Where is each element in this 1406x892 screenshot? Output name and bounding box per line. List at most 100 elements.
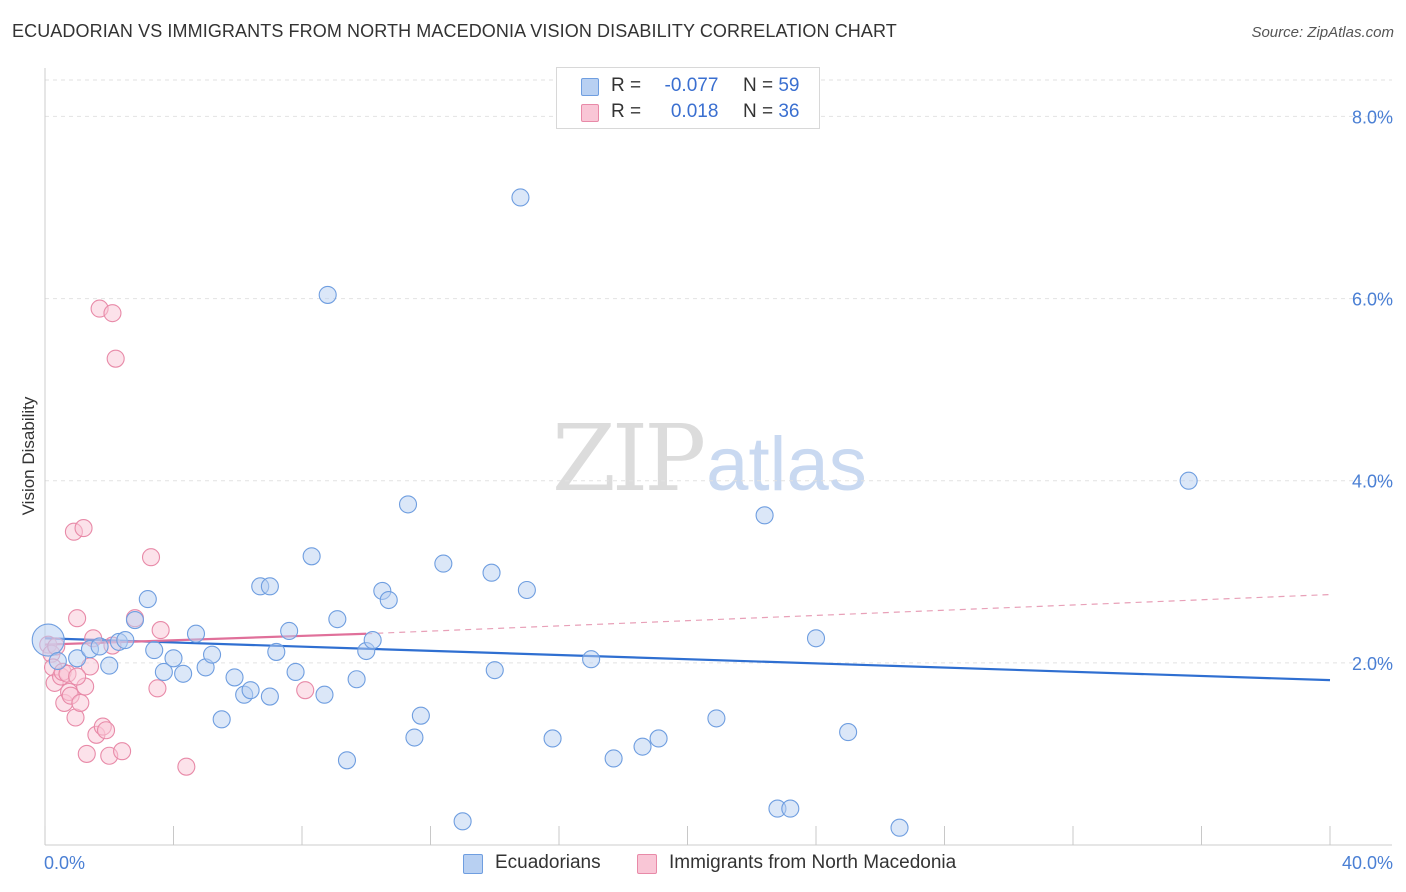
y-tick-label: 4.0%: [1352, 472, 1393, 492]
north-macedonia-point: [151, 621, 170, 640]
trend-lines: [44, 593, 1331, 682]
ecuadorian-point: [203, 645, 222, 664]
ecuadorian-point: [707, 709, 726, 728]
ecuadorian-point: [241, 681, 260, 700]
legend-r-label: R =: [611, 75, 642, 96]
ecuadorian-point: [31, 623, 65, 657]
north-macedonia-point: [103, 304, 122, 323]
ecuadorian-point: [485, 661, 504, 680]
series-legend: Ecuadorians Immigrants from North Macedo…: [0, 852, 1406, 878]
ecuadorian-point: [347, 670, 366, 689]
north-macedonia-point: [296, 681, 315, 700]
ecuadorian-point: [890, 818, 909, 837]
x-tick-label-max: 40.0%: [1342, 853, 1393, 873]
legend-n-value: 59: [778, 75, 800, 96]
y-tick-label: 2.0%: [1352, 654, 1393, 674]
ecuadorian-point: [145, 641, 164, 660]
ecuadorian-point: [280, 621, 299, 641]
ecuadorian-point: [318, 285, 337, 304]
ecuadorian-point: [286, 662, 305, 682]
ecuadorian-point: [411, 706, 430, 725]
ecuadorian-point: [511, 188, 530, 207]
legend-n-value: 36: [778, 101, 800, 122]
axes: [44, 68, 1392, 846]
series-legend-swatch-ecuadorians: [463, 854, 483, 874]
ecuadorian-point: [839, 723, 858, 742]
y-tick-label: 6.0%: [1352, 290, 1393, 310]
ecuadorian-point: [482, 563, 501, 582]
ecuadorian-point: [260, 687, 279, 706]
ecuadorian-point: [755, 506, 774, 525]
ecuadorian-point: [225, 668, 244, 687]
legend-n-label: N =: [742, 101, 774, 122]
ecuadorian-point: [337, 751, 357, 770]
chart-title: ECUADORIAN VS IMMIGRANTS FROM NORTH MACE…: [12, 21, 897, 41]
north-macedonia-point: [68, 667, 87, 686]
ecuadorian-point: [125, 611, 144, 630]
ecuadorian-point: [138, 590, 157, 609]
ecuadorian-point: [48, 651, 67, 671]
ecuadorian-point: [517, 580, 536, 600]
data-points: [31, 188, 1198, 837]
north-macedonia-point: [141, 548, 161, 567]
ecuadorian-point: [186, 624, 206, 643]
ecuadorian-point: [363, 631, 382, 650]
north-macedonia-point: [106, 349, 125, 368]
ecuadorian-point: [543, 729, 562, 748]
ecuadorian-point: [68, 649, 87, 668]
legend-r-label: R =: [611, 101, 642, 122]
ecuadorian-point: [302, 547, 321, 566]
ecuadorian-point: [633, 737, 652, 756]
north-macedonia-point: [77, 744, 96, 763]
legend-swatch-ecuadorians: [581, 78, 599, 96]
ecuadorian-point: [405, 728, 424, 747]
legend-r-value: -0.077: [664, 75, 719, 96]
ecuadorian-point: [649, 729, 668, 748]
north-macedonia-point: [96, 721, 116, 740]
ecuadorian-point: [781, 799, 800, 818]
ecuadorian-point: [267, 642, 286, 661]
legend-n-label: N =: [742, 75, 774, 96]
ecuadorian-point: [328, 610, 347, 629]
north-macedonia-point: [71, 693, 90, 712]
source-credit[interactable]: Source: ZipAtlas.com: [1251, 24, 1394, 41]
x-tick-label-min: 0.0%: [44, 853, 85, 873]
north-macedonia-point: [74, 519, 93, 538]
series-legend-label-ecuadorians: Ecuadorians: [495, 852, 601, 873]
legend-r-value: 0.018: [670, 101, 719, 122]
north-macedonia-point: [113, 742, 132, 761]
ecuadorian-point: [582, 650, 601, 669]
series-legend-label-north-macedonia: Immigrants from North Macedonia: [669, 852, 957, 873]
ecuadorian-point: [164, 649, 183, 668]
grid-lines: [45, 79, 1392, 664]
ecuadorian-point: [315, 685, 334, 704]
correlation-legend: R = -0.077 N = 59 R = 0.018 N = 36: [556, 67, 820, 129]
y-axis-title: Vision Disability: [19, 396, 38, 515]
ecuadorian-point: [453, 812, 472, 831]
ecuadorian-trend-line: [44, 637, 1331, 682]
ecuadorian-point: [260, 577, 279, 596]
ecuadorian-point: [398, 495, 418, 514]
ecuadorian-point: [434, 554, 453, 573]
ecuadorian-point: [379, 590, 398, 610]
ecuadorian-point: [154, 662, 173, 682]
ecuadorian-point: [1179, 471, 1198, 490]
legend-swatch-north-macedonia: [581, 104, 599, 122]
north-macedonia-point: [148, 679, 167, 698]
ecuadorian-point: [174, 664, 193, 683]
tick-labels: 2.0% 4.0% 6.0% 8.0% 0.0% 40.0% Vision Disabili…: [19, 107, 1393, 873]
ecuadorian-point: [212, 710, 231, 729]
north-macedonia-point: [177, 757, 196, 776]
north-macedonia-trend-extension: [366, 593, 1331, 635]
ecuadorian-point: [100, 656, 119, 675]
ecuadorian-point: [90, 637, 109, 656]
series-legend-swatch-north-macedonia: [637, 854, 657, 874]
ecuadorian-point: [806, 629, 826, 648]
y-tick-label: 8.0%: [1352, 107, 1393, 127]
ecuadorian-point: [604, 749, 623, 768]
north-macedonia-point: [68, 609, 87, 628]
ecuadorian-point: [116, 631, 135, 650]
legend-text-ecuadorians: R = -0.077 N = 59: [611, 75, 799, 97]
legend-text-north-macedonia: R = 0.018 N = 36: [611, 101, 799, 123]
